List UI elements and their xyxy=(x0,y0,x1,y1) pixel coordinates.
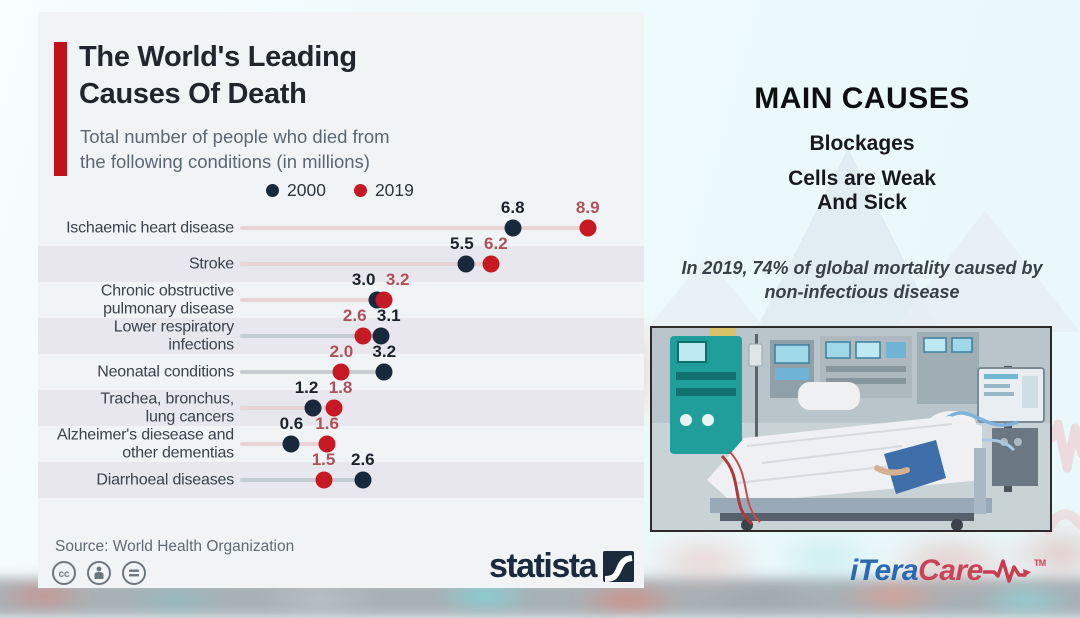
value-2000: 5.5 xyxy=(450,234,474,253)
icu-photo-illustration xyxy=(652,328,1050,530)
value-2000: 2.6 xyxy=(350,450,375,469)
cc-icon: cc xyxy=(52,561,76,585)
legend-label-2019: 2019 xyxy=(374,180,414,200)
chart-row: Stroke 5.5 6.2 xyxy=(38,234,644,282)
dot-2019 xyxy=(318,435,336,453)
main-causes-heading: MAIN CAUSES xyxy=(754,82,970,115)
category-label: Diarrhoeal diseases xyxy=(96,471,234,489)
creative-commons-icons: cc xyxy=(51,560,147,586)
value-2000: 3.1 xyxy=(376,306,401,325)
chart-legend: 2000 2019 xyxy=(266,180,414,201)
iteracare-logo: iTera Care TM xyxy=(850,554,1046,588)
equals-icon xyxy=(122,561,146,585)
dot-2019 xyxy=(325,399,343,417)
value-2000: 3.2 xyxy=(372,342,397,361)
connector-line xyxy=(240,406,335,410)
dot-2000 xyxy=(372,327,390,345)
category-label: Ischaemic heart disease xyxy=(66,219,234,237)
statista-logo-mark xyxy=(603,551,634,582)
dot-2000 xyxy=(375,363,393,381)
value-2019: 2.0 xyxy=(329,342,354,361)
attribution-person-icon xyxy=(87,561,111,585)
connector-line xyxy=(240,226,588,230)
dot-2019 xyxy=(482,255,500,273)
chart-row: Ischaemic heart disease 6.8 8.9 xyxy=(38,198,644,246)
svg-text:cc: cc xyxy=(58,569,70,580)
legend-item-2019: 2019 xyxy=(353,180,414,201)
iteracare-wordmark-red: Care xyxy=(918,554,983,587)
value-2000: 6.8 xyxy=(500,198,525,217)
chart-subtitle: Total number of people who died from the… xyxy=(80,126,390,172)
chart-title-line2: Causes Of Death xyxy=(79,78,307,110)
dot-2000 xyxy=(457,255,475,273)
value-2019: 1.5 xyxy=(311,450,336,469)
heartbeat-icon xyxy=(982,559,1031,583)
trademark-symbol: TM xyxy=(1033,558,1047,568)
connector-line xyxy=(240,298,385,302)
value-2019: 3.2 xyxy=(385,270,410,289)
red-accent-bar xyxy=(54,42,67,176)
value-2000: 3.0 xyxy=(351,270,376,289)
chart-row: Trachea, bronchus, lung cancers 1.2 1.8 xyxy=(38,378,644,426)
value-2019: 1.8 xyxy=(328,378,353,397)
value-2000: 0.6 xyxy=(279,414,304,433)
connector-line xyxy=(240,262,492,266)
dot-2019 xyxy=(315,471,333,489)
category-label: Alzheimer's diesease and other dementias xyxy=(56,426,234,462)
legend-dot-2000 xyxy=(266,184,279,197)
chart-row: Lower respiratory infections 3.1 2.6 xyxy=(38,306,644,354)
connector-line xyxy=(240,478,363,482)
chart-row: Neonatal conditions 3.2 2.0 xyxy=(38,342,644,390)
cells-weak-label: Cells are Weak And Sick xyxy=(788,167,936,214)
chart-row: Chronic obstructive pulmonary disease 3.0 3… xyxy=(38,270,644,318)
dot-2000 xyxy=(504,219,522,237)
connector-line xyxy=(240,370,385,374)
value-2000: 1.2 xyxy=(294,378,319,397)
statista-wordmark: statista xyxy=(488,547,598,585)
legend-dot-2019 xyxy=(353,184,367,197)
legend-label-2000: 2000 xyxy=(287,180,326,200)
category-label: Stroke xyxy=(188,255,234,273)
chart-row: Diarrhoeal diseases 2.6 1.5 xyxy=(38,450,644,498)
dumbbell-chart: Ischaemic heart disease 6.8 8.9 Stroke 5.5 6.… xyxy=(38,198,644,498)
statista-logo: statista xyxy=(488,547,634,585)
dot-2019 xyxy=(579,219,597,237)
dot-2000 xyxy=(354,471,372,489)
chart-title: The World's Leading Causes Of Death xyxy=(79,39,357,113)
statista-infographic-card: The World's Leading Causes Of Death Tota… xyxy=(38,12,644,588)
value-2019: 6.2 xyxy=(484,234,508,253)
category-label: Neonatal conditions xyxy=(97,363,234,381)
dot-2019 xyxy=(332,363,350,381)
value-2019: 2.6 xyxy=(342,306,367,325)
blockages-label: Blockages xyxy=(809,132,915,155)
mortality-note: In 2019, 74% of global mortality caused … xyxy=(681,258,1043,302)
dot-2019 xyxy=(375,291,393,309)
icu-photo xyxy=(650,326,1052,532)
value-2019: 1.6 xyxy=(315,414,339,433)
dot-2000 xyxy=(304,399,322,417)
connector-line xyxy=(240,334,381,338)
chart-title-line1: The World's Leading xyxy=(79,41,357,73)
legend-item-2000: 2000 xyxy=(266,180,326,201)
category-label: Trachea, bronchus, lung cancers xyxy=(100,390,234,426)
value-2019: 8.9 xyxy=(575,198,600,217)
dot-2019 xyxy=(354,327,372,345)
source-note: Source: World Health Organization xyxy=(55,538,295,555)
iteracare-wordmark-blue: iTera xyxy=(850,554,919,587)
chart-row: Alzheimer's diesease and other dementias 0… xyxy=(38,414,644,462)
main-causes-panel: MAIN CAUSES Blockages Cells are Weak And… xyxy=(644,0,1080,608)
dot-2000 xyxy=(282,435,300,453)
category-label: Lower respiratory infections xyxy=(113,318,234,354)
category-label: Chronic obstructive pulmonary disease xyxy=(100,282,234,318)
